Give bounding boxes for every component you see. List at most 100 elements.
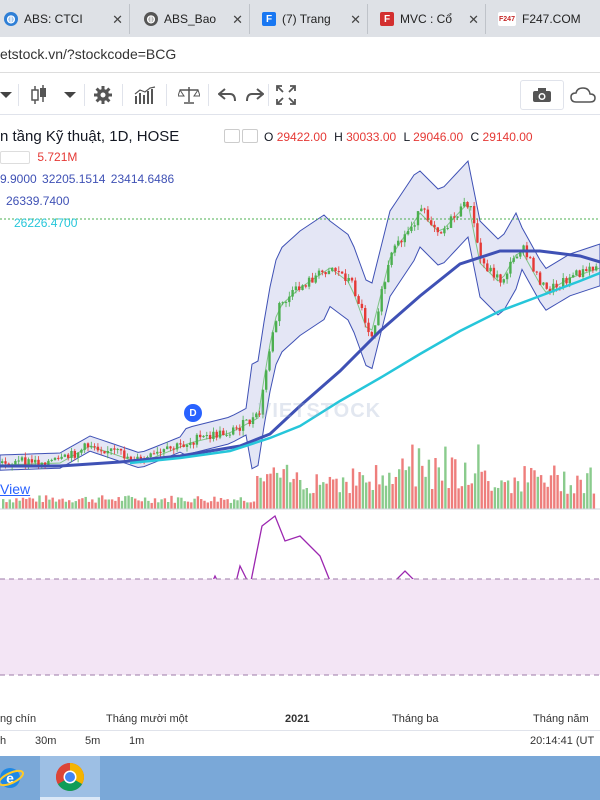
volume-bar	[216, 501, 219, 509]
volume-bar	[193, 498, 196, 509]
volume-bar	[107, 499, 110, 509]
candle-body	[591, 266, 595, 271]
view-link-text[interactable]: View	[0, 481, 31, 497]
volume-bar	[44, 495, 48, 509]
interval-option[interactable]: 1m	[129, 735, 145, 747]
candle-body	[585, 269, 588, 271]
candle-body	[228, 434, 232, 436]
toolbar-divider	[208, 84, 209, 106]
volume-bar	[54, 501, 58, 509]
candle-body	[350, 277, 354, 281]
high-value: 30033.00	[346, 130, 397, 144]
candle-body	[268, 351, 271, 371]
settings-icon[interactable]	[242, 129, 258, 143]
candle-body	[278, 302, 281, 322]
volume-bar	[450, 457, 454, 509]
close-icon[interactable]: ✕	[468, 12, 479, 27]
settings-gear-icon[interactable]	[88, 80, 118, 110]
volume-bar	[348, 493, 351, 509]
volume-bar	[516, 481, 520, 509]
price-chart[interactable]	[0, 116, 600, 712]
browser-tab[interactable]: F247 F247.COM	[498, 12, 581, 26]
volume-bar	[374, 465, 378, 509]
volume-bar	[31, 498, 35, 509]
candle-body	[288, 296, 291, 303]
volume-bar	[483, 470, 487, 509]
volume-bar	[196, 496, 200, 509]
browser-tab[interactable]: F (7) Trang ✕	[258, 4, 368, 34]
candle-body	[542, 282, 545, 285]
candle-body	[443, 228, 446, 234]
volume-bar	[130, 497, 134, 509]
svg-text:e: e	[6, 770, 14, 786]
volume-bar	[467, 484, 470, 509]
volume-bar	[223, 499, 226, 509]
internet-explorer-icon[interactable]: e	[0, 762, 26, 794]
price-chart-area[interactable]: n tầng Kỹ thuật, 1D, HOSE O 29422.00 H 3…	[0, 116, 600, 712]
undo-icon[interactable]	[214, 80, 240, 110]
close-icon[interactable]: ✕	[112, 12, 123, 27]
volume-bar	[176, 497, 180, 509]
candle-body	[433, 224, 436, 228]
volume-bar	[513, 477, 516, 509]
time-axis-label: Tháng mười một	[106, 713, 188, 725]
dividend-marker[interactable]: D	[184, 404, 202, 422]
candle-body	[235, 427, 238, 429]
browser-tab[interactable]: ◍ ABS_Bao ✕	[140, 4, 250, 34]
globe-icon: ◍	[144, 12, 158, 26]
eye-icon[interactable]	[224, 129, 240, 143]
volume-bar	[87, 501, 91, 509]
interval-option[interactable]: 30m	[35, 735, 57, 747]
bb-upper-value: 32205.1514	[42, 172, 106, 186]
volume-bar	[91, 499, 94, 509]
candle-body	[86, 443, 90, 448]
volume-bar	[124, 496, 127, 509]
view-link[interactable]: View	[0, 481, 30, 497]
candle-body	[380, 289, 383, 312]
volume-bar	[143, 497, 147, 509]
volume-bar	[556, 474, 559, 509]
close-icon[interactable]: ✕	[232, 12, 243, 27]
candlestick-icon[interactable]	[26, 80, 52, 110]
volume-toggle-icon[interactable]	[0, 151, 30, 165]
candle-body	[397, 240, 400, 246]
camera-snapshot-icon[interactable]	[520, 80, 564, 110]
volume-bar	[41, 502, 44, 509]
volume-bar	[206, 502, 209, 509]
candle-body	[383, 282, 387, 290]
chart-type-dropdown-icon[interactable]	[60, 80, 80, 110]
volume-bar	[2, 499, 5, 509]
candle-body	[519, 251, 522, 257]
browser-tab[interactable]: F MVC : Cổ ✕	[376, 4, 486, 34]
volume-bar	[272, 467, 275, 509]
redo-icon[interactable]	[242, 80, 268, 110]
volume-bar	[447, 488, 450, 509]
volume-bar	[335, 478, 338, 509]
interval-option[interactable]: 5m	[85, 735, 101, 747]
cloud-save-icon[interactable]	[566, 80, 600, 110]
legend-controls[interactable]	[224, 129, 258, 146]
chrome-taskbar-button[interactable]	[40, 756, 100, 800]
candle-body	[479, 242, 482, 259]
volume-bar	[21, 497, 25, 509]
browser-tab[interactable]: ◍ ABS: CTCI ✕	[0, 4, 130, 34]
candle-body	[67, 454, 70, 458]
compare-scale-icon[interactable]	[174, 80, 204, 110]
candle-body	[116, 448, 119, 450]
volume-bar	[35, 501, 38, 509]
volume-bar	[74, 501, 77, 509]
volume-bar	[546, 486, 549, 509]
candle-body	[446, 227, 449, 229]
address-bar[interactable]: etstock.vn/?stockcode=BCG	[0, 37, 600, 73]
close-icon[interactable]: ✕	[350, 12, 361, 27]
volume-bar	[464, 462, 467, 509]
indicators-icon[interactable]	[128, 80, 162, 110]
fullscreen-icon[interactable]	[272, 80, 300, 110]
dropdown-arrow-icon[interactable]	[0, 80, 12, 110]
interval-option[interactable]: h	[0, 735, 7, 747]
candle-body	[20, 457, 24, 461]
candle-body	[119, 448, 123, 451]
volume-bar	[157, 502, 160, 509]
candle-body	[179, 443, 182, 445]
volume-bar	[421, 465, 424, 509]
